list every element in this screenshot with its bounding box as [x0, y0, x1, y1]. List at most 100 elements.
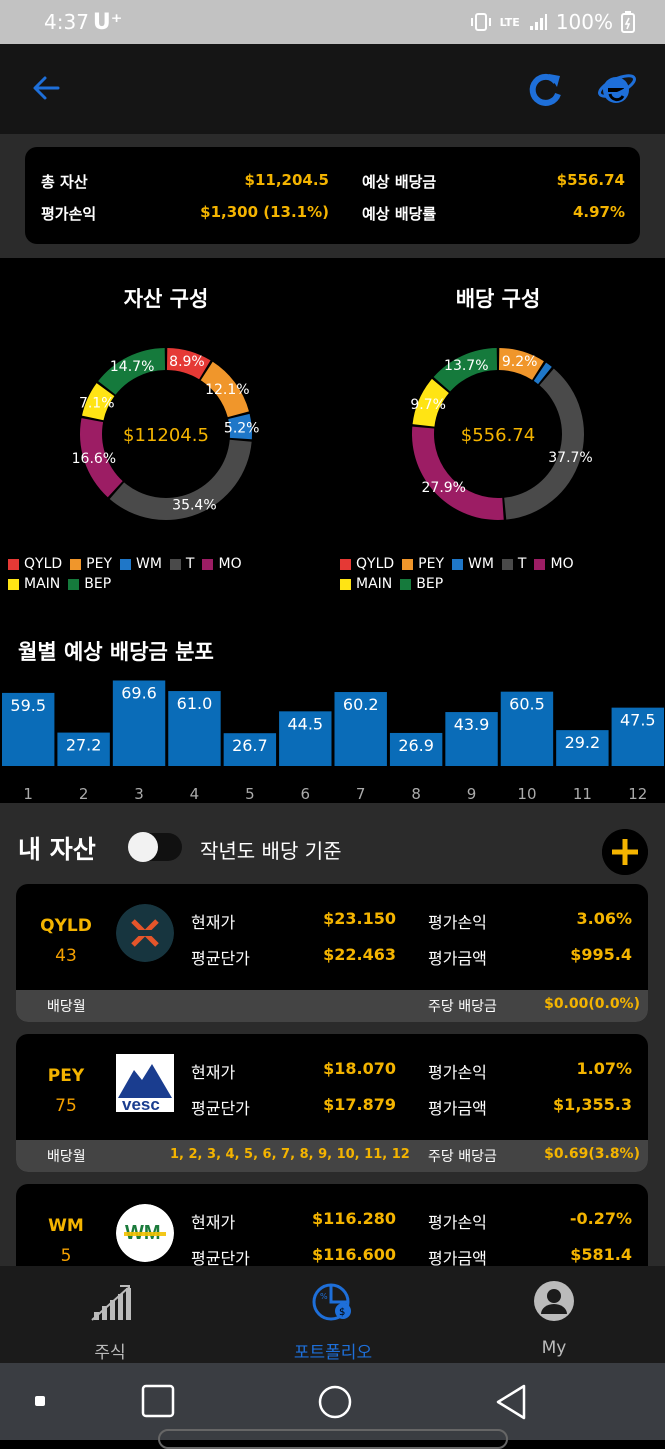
- app-bar: [0, 44, 665, 134]
- legend-item-bep: BEP: [400, 576, 443, 592]
- refresh-icon[interactable]: [525, 70, 565, 110]
- bar-value-label: 60.5: [509, 695, 545, 714]
- current-price-value: $18.070: [323, 1059, 396, 1078]
- dps-label: 주당 배당금: [428, 1149, 497, 1165]
- pnl-label: 평가손익: [428, 913, 487, 932]
- nav-portfolio-label: 포트폴리오: [293, 1343, 373, 1363]
- nav-portfolio[interactable]: $% 포트폴리오: [233, 1266, 433, 1363]
- legend-label: T: [517, 556, 527, 572]
- asset-label-bep: 14.7%: [110, 359, 154, 375]
- x-tick-label: 3: [134, 785, 144, 803]
- legend-swatch: [400, 578, 412, 590]
- bar-month-4: [168, 691, 221, 766]
- holdings-list[interactable]: QYLD 43 현재가 $23.150 평균단가 $22.463 평가손익 3.…: [0, 803, 665, 1266]
- bar-month-9: [445, 712, 498, 766]
- legend-item-qyld: QYLD: [340, 556, 394, 572]
- signal-icon: [529, 14, 547, 30]
- expected-dividend-label: 예상 배당금: [362, 173, 437, 191]
- legend-label: T: [185, 556, 195, 572]
- summary-card: 총 자산 $11,204.5 평가손익 $1,300 (13.1%) 예상 배당…: [25, 147, 640, 244]
- legend-swatch: [68, 578, 80, 590]
- legend-label: BEP: [416, 576, 444, 592]
- browser-icon[interactable]: [596, 68, 636, 108]
- dividend-composition-donut: 9.2% 37.7% 27.9% 9.7% 13.7% $556.74: [410, 348, 593, 520]
- holding-card-wm[interactable]: WM 5 WM 현재가 $116.280 평균단가 $116.600 평가손익 …: [16, 1184, 648, 1266]
- carrier-label: U⁺: [92, 9, 123, 35]
- legend-label: WM: [468, 556, 494, 572]
- back-triangle-icon[interactable]: [494, 1383, 528, 1421]
- bar-month-7: [334, 692, 387, 766]
- back-arrow-icon[interactable]: [28, 70, 64, 106]
- x-tick-label: 10: [517, 785, 536, 803]
- dividend-month-label: 배당월: [47, 1149, 86, 1165]
- current-price-label: 현재가: [191, 1063, 236, 1082]
- bar-value-label: 69.6: [121, 683, 157, 702]
- x-tick-label: 11: [573, 785, 592, 803]
- holding-footer: 배당월 1, 2, 3, 4, 5, 6, 7, 8, 9, 10, 11, 1…: [16, 1140, 648, 1172]
- legend-label: MAIN: [24, 576, 61, 592]
- pey-logo: vesc: [116, 1054, 174, 1112]
- bar-value-label: 29.2: [565, 733, 601, 752]
- nav-stocks-label: 주식: [94, 1343, 126, 1363]
- holding-card-qyld[interactable]: QYLD 43 현재가 $23.150 평균단가 $22.463 평가손익 3.…: [16, 884, 648, 1022]
- status-bar: 4:37 U⁺ LTE 100%: [0, 0, 665, 44]
- legend-swatch: [169, 558, 181, 570]
- x-tick-label: 8: [411, 785, 421, 803]
- legend-swatch: [501, 558, 513, 570]
- x-tick-label: 2: [79, 785, 89, 803]
- bar-value-label: 26.7: [232, 736, 268, 755]
- asset-label-mo: 16.6%: [72, 451, 116, 467]
- current-price-value: $116.280: [311, 1209, 396, 1228]
- asset-slice-wm: [228, 413, 252, 440]
- asset-label-main: 7.1%: [79, 396, 115, 412]
- pnl-value: -0.27%: [569, 1209, 632, 1228]
- value-label: 평가금액: [428, 1249, 487, 1266]
- pnl-value: 1.07%: [576, 1059, 632, 1078]
- overview-square-icon[interactable]: [141, 1384, 175, 1418]
- monthly-dividend-bar-chart: 59.5 1 27.2 2 69.6 3 61.0 4 26.7 5 44.5 6 60.2 7 26.9 8…: [2, 680, 664, 803]
- home-circle-icon[interactable]: [317, 1384, 353, 1420]
- value-amount: $995.4: [570, 945, 632, 964]
- legend-label: QYLD: [356, 556, 395, 572]
- current-price-label: 현재가: [191, 913, 236, 932]
- asset-label-t: 35.4%: [172, 497, 216, 513]
- avg-price-value: $116.600: [311, 1245, 396, 1264]
- expected-yield-label: 예상 배당률: [362, 205, 437, 223]
- legend-swatch: [340, 558, 351, 570]
- expected-dividend-value: $556.74: [556, 171, 625, 189]
- avg-price-label: 평균단가: [191, 1099, 250, 1118]
- recents-dot-icon[interactable]: [34, 1395, 46, 1407]
- svg-text:%: %: [320, 1292, 328, 1301]
- my-assets-title: 내 자산: [18, 835, 96, 864]
- dividend-slice-pey: [498, 348, 544, 380]
- asset-chart-legend: QYLD PEY WM T MO MAIN BEP: [8, 554, 242, 594]
- asset-slice-qyld: [166, 348, 211, 380]
- legend-item-main: MAIN: [340, 576, 392, 592]
- bar-month-6: [279, 711, 332, 766]
- total-assets-value: $11,204.5: [244, 171, 329, 189]
- legend-label: MO: [218, 556, 242, 572]
- dividend-months: 1, 2, 3, 4, 5, 6, 7, 8, 9, 10, 11, 12: [170, 1147, 410, 1162]
- legend-item-wm: WM: [120, 556, 162, 572]
- dividend-label-pey: 9.2%: [502, 354, 538, 370]
- pnl-value: 3.06%: [576, 909, 632, 928]
- last-year-dividend-toggle[interactable]: [128, 832, 182, 862]
- avg-price-label: 평균단가: [191, 949, 250, 968]
- asset-chart-title: 자산 구성: [123, 287, 209, 311]
- nav-stocks[interactable]: 주식: [10, 1266, 210, 1363]
- legend-swatch: [402, 558, 414, 570]
- qyld-logo: [116, 904, 174, 962]
- asset-slice-bep: [98, 348, 166, 395]
- nav-my[interactable]: My: [454, 1266, 654, 1363]
- dividend-slice-t: [504, 368, 584, 520]
- charts-section: [0, 258, 665, 803]
- bar-month-11: [556, 730, 609, 766]
- value-amount: $581.4: [570, 1245, 632, 1264]
- asset-slice-mo: [80, 418, 123, 498]
- bar-value-label: 44.5: [287, 714, 323, 733]
- add-holding-button[interactable]: [602, 829, 648, 875]
- bar-month-12: [611, 707, 664, 766]
- legend-row: MAIN BEP: [8, 574, 242, 594]
- legend-item-t: T: [169, 556, 195, 572]
- holding-card-pey[interactable]: PEY 75 vesc 현재가 $18.070 평균단가 $17.879 평가손…: [16, 1034, 648, 1172]
